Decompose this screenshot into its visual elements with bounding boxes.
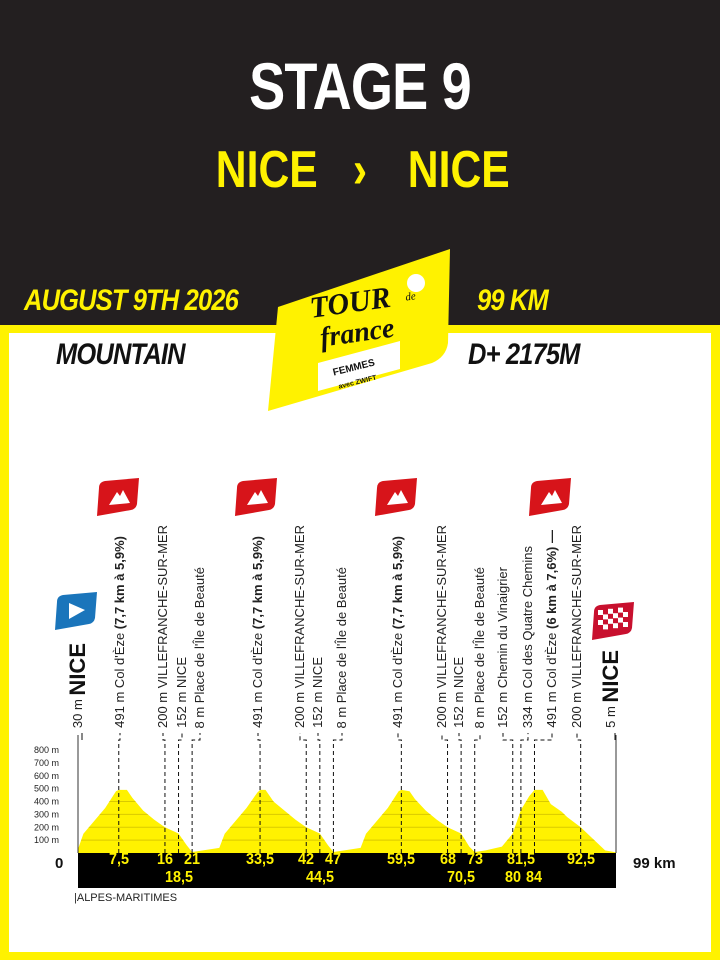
km-label: 92,5 — [566, 851, 595, 868]
mountain-glyph — [109, 490, 130, 505]
km-label: 18,5 — [164, 869, 193, 886]
checker-square — [618, 607, 623, 613]
km-label: 73 — [466, 851, 483, 868]
mountain-glyph — [387, 490, 408, 505]
checker-square — [603, 614, 608, 620]
checker-square — [608, 608, 613, 614]
elevation-profile-area — [78, 789, 616, 853]
waypoint-dashed-line — [191, 733, 201, 853]
waypoint-dashed-line — [317, 733, 321, 853]
mountain-climb-flag-icon — [529, 478, 571, 516]
svg-text:de: de — [405, 290, 417, 303]
tour-de-france-femmes-logo: TOUR de france FEMMES avec ZWIFT — [268, 249, 450, 411]
waypoint-dashed-line — [458, 733, 462, 853]
y-tick-label: 800 m — [34, 745, 59, 755]
mountain-glyph — [541, 490, 562, 505]
waypoint-dashed-line — [118, 733, 121, 853]
waypoint-dashed-line — [502, 733, 514, 853]
km-label: 80 — [504, 869, 521, 886]
checker-square — [603, 624, 608, 630]
stage-distance: 99 KM — [477, 284, 549, 317]
waypoint-dashed-line — [441, 733, 449, 853]
checker-square — [618, 617, 623, 623]
play-glyph — [69, 603, 85, 619]
y-tick-label: 600 m — [34, 771, 59, 781]
checker-square — [608, 618, 613, 624]
km-label: 81,5 — [506, 851, 535, 868]
waypoint-dashed-line — [178, 733, 183, 853]
km-label: 70,5 — [447, 869, 476, 886]
stage-type: MOUNTAIN — [56, 338, 186, 371]
checker-square — [623, 612, 628, 617]
km-label: 7,5 — [108, 851, 129, 868]
waypoint-dashed-line — [533, 733, 553, 853]
y-tick-label: 200 m — [34, 822, 59, 832]
stage-date: AUGUST 9TH 2026 — [24, 284, 239, 317]
km-label: 84 — [526, 869, 543, 886]
checker-square — [598, 610, 603, 615]
start-flag-icon — [55, 592, 97, 630]
km-label: 59,5 — [387, 851, 416, 868]
waypoint-dashed-line — [397, 733, 402, 853]
km-label: 33,5 — [246, 851, 275, 868]
km-label: 44,5 — [305, 869, 334, 886]
distance-bar — [78, 853, 616, 888]
y-tick-label: 400 m — [34, 797, 59, 807]
waypoint-dashed-line — [162, 733, 166, 853]
checker-square — [623, 622, 628, 627]
waypoint-dashed-line — [299, 733, 307, 853]
mountain-glyph — [247, 490, 268, 505]
mountain-climb-flag-icon — [375, 478, 417, 516]
waypoint-dashed-line — [520, 733, 529, 853]
y-tick-label: 100 m — [34, 835, 59, 845]
km-label: 68 — [439, 851, 456, 868]
waypoint-dashed-line — [576, 733, 582, 853]
y-tick-label: 500 m — [34, 784, 59, 794]
checker-square — [598, 620, 603, 625]
x-end-label: 99 km — [633, 855, 676, 872]
y-tick-label: 300 m — [34, 809, 59, 819]
checker-square — [613, 613, 618, 619]
start-town: NICE — [215, 141, 318, 199]
km-label: 16 — [156, 851, 173, 868]
route-arrow-icon: › — [352, 141, 368, 199]
checker-square — [613, 623, 618, 629]
waypoint-dashed-line — [257, 733, 261, 853]
waypoint-dashed-line — [474, 733, 481, 853]
region-label: |ALPES-MARITIMES — [74, 892, 178, 904]
y-tick-label: 700 m — [34, 758, 59, 768]
mountain-climb-flag-icon — [97, 478, 139, 516]
finish-checkered-flag-icon — [592, 602, 634, 640]
stage-title: STAGE 9 — [249, 49, 472, 123]
elevation-gain: D+ 2175M — [468, 338, 580, 371]
km-label: 47 — [325, 851, 342, 868]
waypoint-dashed-line — [332, 733, 343, 853]
finish-town: NICE — [407, 141, 510, 199]
km-label: 21 — [184, 851, 201, 868]
km-label: 42 — [298, 851, 315, 868]
x-start-label: 0 — [55, 855, 63, 872]
mountain-climb-flag-icon — [235, 478, 277, 516]
